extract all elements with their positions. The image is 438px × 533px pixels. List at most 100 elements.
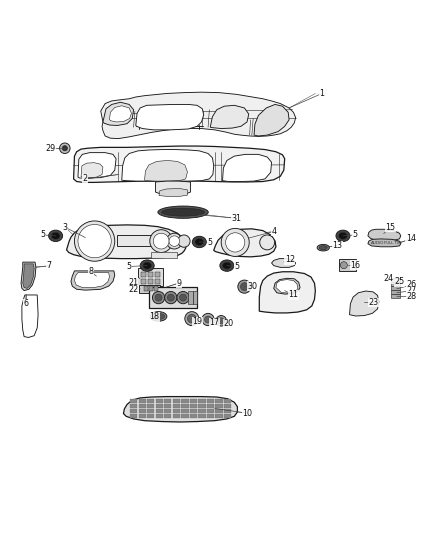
Polygon shape <box>23 264 34 288</box>
Bar <box>391 290 400 294</box>
Bar <box>144 286 148 292</box>
Bar <box>155 279 160 284</box>
Bar <box>138 399 146 403</box>
Text: 20: 20 <box>223 319 233 328</box>
Bar <box>391 278 400 282</box>
Ellipse shape <box>336 230 350 241</box>
Circle shape <box>185 312 199 326</box>
Bar <box>156 399 163 403</box>
Bar <box>173 409 180 414</box>
Bar <box>164 414 172 418</box>
Ellipse shape <box>150 312 167 321</box>
Polygon shape <box>124 397 237 422</box>
Polygon shape <box>67 225 186 259</box>
Bar <box>190 399 197 403</box>
Polygon shape <box>155 181 191 195</box>
Bar <box>164 399 172 403</box>
Bar <box>138 414 146 418</box>
Bar <box>138 404 146 408</box>
Text: 29: 29 <box>45 144 56 153</box>
Bar <box>215 414 223 418</box>
Text: 10: 10 <box>243 409 252 418</box>
Text: 30: 30 <box>247 282 257 290</box>
Bar <box>198 399 206 403</box>
Bar <box>173 414 180 418</box>
Bar <box>198 404 206 408</box>
Text: 23: 23 <box>368 298 379 307</box>
Circle shape <box>216 316 226 326</box>
Text: 15: 15 <box>385 223 396 231</box>
Polygon shape <box>21 262 36 290</box>
Text: 5: 5 <box>352 230 357 239</box>
Polygon shape <box>214 229 276 257</box>
Text: 31: 31 <box>232 214 241 223</box>
Text: 2: 2 <box>83 174 88 183</box>
Polygon shape <box>81 163 103 177</box>
Bar <box>164 409 172 414</box>
Bar <box>190 414 197 418</box>
Bar <box>207 399 214 403</box>
Ellipse shape <box>339 232 347 239</box>
Bar <box>391 282 400 286</box>
Circle shape <box>62 146 67 151</box>
Ellipse shape <box>152 313 165 319</box>
Bar <box>149 286 153 292</box>
Bar <box>188 292 193 304</box>
Ellipse shape <box>195 238 204 246</box>
Bar <box>215 404 223 408</box>
Ellipse shape <box>49 230 63 241</box>
Bar <box>147 414 154 418</box>
Bar <box>154 286 158 292</box>
Text: 11: 11 <box>289 290 298 300</box>
Polygon shape <box>110 106 131 122</box>
Polygon shape <box>254 104 289 136</box>
Ellipse shape <box>220 260 234 271</box>
Text: 7: 7 <box>46 261 52 270</box>
Text: 5: 5 <box>208 238 213 247</box>
Bar <box>181 399 189 403</box>
Circle shape <box>260 235 275 250</box>
Circle shape <box>74 221 115 261</box>
Polygon shape <box>274 278 300 294</box>
Polygon shape <box>145 160 187 181</box>
Polygon shape <box>368 229 401 241</box>
Bar <box>138 409 146 414</box>
Bar <box>147 409 154 414</box>
Circle shape <box>155 294 162 301</box>
Text: 12: 12 <box>285 255 295 264</box>
Ellipse shape <box>140 260 154 271</box>
Text: 17: 17 <box>209 318 220 327</box>
Circle shape <box>166 233 182 249</box>
Circle shape <box>167 294 174 301</box>
Bar <box>155 272 160 277</box>
Bar <box>173 404 180 408</box>
Text: 27: 27 <box>406 286 417 295</box>
Bar <box>130 404 137 408</box>
Text: 5: 5 <box>234 262 239 271</box>
Bar <box>181 409 189 414</box>
Circle shape <box>205 316 212 323</box>
Circle shape <box>202 313 214 326</box>
Polygon shape <box>350 291 379 316</box>
Text: 3: 3 <box>62 223 67 231</box>
Polygon shape <box>122 150 214 181</box>
Circle shape <box>238 280 251 293</box>
Text: 18: 18 <box>149 312 159 321</box>
Bar <box>147 404 154 408</box>
Polygon shape <box>78 152 116 178</box>
Text: 22: 22 <box>128 285 139 294</box>
Polygon shape <box>136 104 204 130</box>
Text: AUDIO: AUDIO <box>371 241 385 245</box>
Ellipse shape <box>158 206 208 219</box>
Bar <box>164 404 172 408</box>
Bar <box>130 409 137 414</box>
Bar <box>207 409 214 414</box>
Polygon shape <box>223 155 272 182</box>
Bar <box>147 399 154 403</box>
Circle shape <box>340 262 347 269</box>
Bar <box>207 404 214 408</box>
Ellipse shape <box>162 208 205 216</box>
Text: 16: 16 <box>351 261 360 270</box>
Text: 6: 6 <box>24 299 29 308</box>
Bar <box>193 292 197 304</box>
